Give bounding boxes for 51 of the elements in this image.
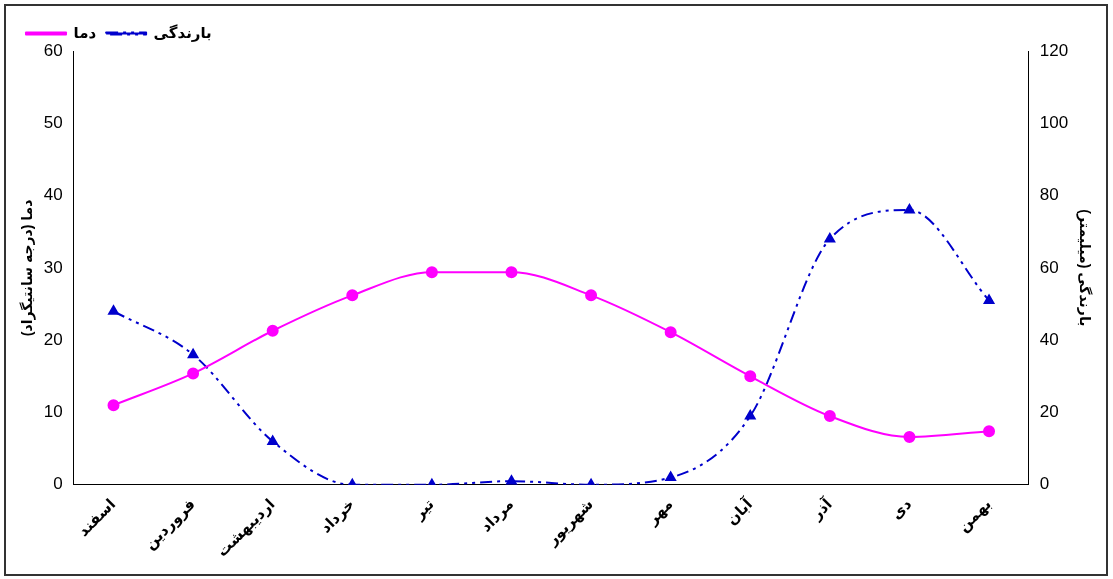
y-tick-label: 0 xyxy=(53,474,63,494)
y2-tick-label: 120 xyxy=(1039,40,1069,60)
point xyxy=(744,410,756,420)
point xyxy=(903,431,916,444)
x-tick-label: شهریور xyxy=(542,495,597,550)
point xyxy=(585,289,598,302)
point xyxy=(824,232,836,243)
x-tick-label: خرداد xyxy=(316,495,359,537)
point xyxy=(983,294,995,304)
y2-tick-label: 20 xyxy=(1039,402,1059,422)
y2-tick-label: 80 xyxy=(1039,185,1059,205)
x-tick-label: آذر xyxy=(806,494,837,524)
x-tick-label: فروردین xyxy=(140,495,199,554)
y2-tick-label: 60 xyxy=(1039,257,1059,277)
point xyxy=(506,475,517,485)
point xyxy=(505,266,518,279)
x-tick-label: آبان xyxy=(722,494,756,528)
point xyxy=(187,367,200,380)
point xyxy=(823,410,836,423)
point xyxy=(665,471,676,482)
x-tick-label: مرداد xyxy=(476,495,518,536)
y2-axis-title: بارندگی (میلیمتر) xyxy=(1075,209,1093,327)
y-tick-label: 20 xyxy=(43,329,63,349)
y-tick-label: 30 xyxy=(43,257,63,277)
point xyxy=(664,326,677,339)
x-tick-label: اسفند xyxy=(74,495,119,540)
x-tick-label: دی xyxy=(887,494,915,523)
point xyxy=(107,399,120,412)
y2-tick-label: 0 xyxy=(1039,474,1050,494)
y-tick-label: 50 xyxy=(43,112,63,132)
point xyxy=(187,348,199,359)
legend-label: دما xyxy=(73,23,97,41)
point xyxy=(267,435,279,445)
point xyxy=(266,324,279,337)
y2-tick-label: 40 xyxy=(1039,329,1059,349)
y-tick-label: 10 xyxy=(43,402,63,422)
point xyxy=(108,305,119,315)
point xyxy=(904,204,915,214)
x-tick-label: مهر xyxy=(642,495,677,529)
x-tick-label: بهمن xyxy=(954,495,995,536)
point xyxy=(425,266,438,279)
y-tick-label: 40 xyxy=(43,185,63,205)
point xyxy=(744,370,757,383)
y-tick-label: 60 xyxy=(43,40,63,60)
y-axis-title: دما (درجه سانتیگراد) xyxy=(19,199,37,337)
x-tick-label: تیر xyxy=(409,495,438,524)
x-tick-label: اردیبهشت xyxy=(213,495,279,561)
y2-tick-label: 100 xyxy=(1039,112,1069,132)
point xyxy=(983,425,996,438)
point xyxy=(346,289,359,302)
legend-label: بارندگی xyxy=(153,23,212,42)
